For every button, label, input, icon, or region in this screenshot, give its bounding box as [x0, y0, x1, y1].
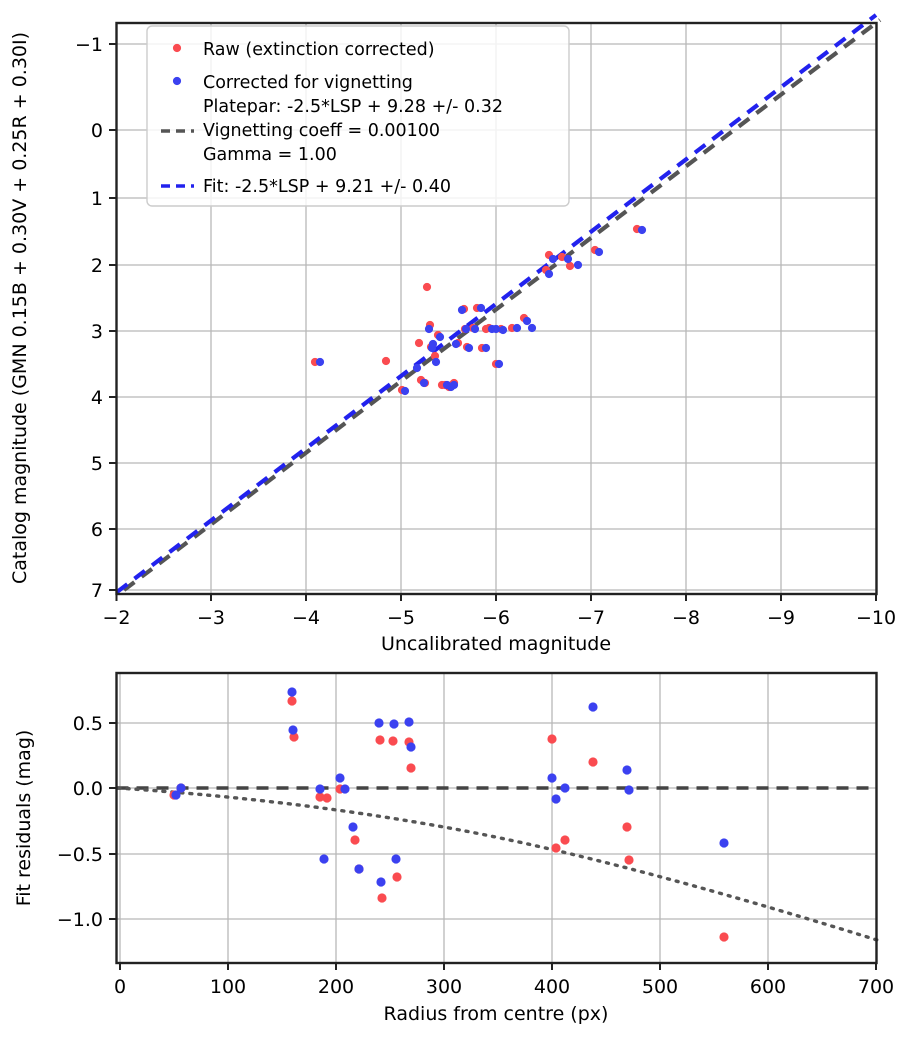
- y-tick-label: 0.5: [73, 713, 103, 735]
- bottom-panel-ylabel: Fit residuals (mag): [13, 730, 35, 907]
- x-tick-label: 500: [642, 976, 678, 998]
- y-tick-label: 6: [91, 519, 103, 541]
- bottom-panel: 0 100 200 300 400 500 600 700 0.5 0.0 −0…: [13, 671, 894, 1025]
- bottom-panel-xlabel: Radius from centre (px): [384, 1003, 609, 1025]
- y-tick-label: −1.0: [57, 909, 103, 931]
- y-tick-label: 7: [91, 580, 103, 602]
- y-tick-label: 1: [91, 188, 103, 210]
- top-panel-x-tickmarks: [115, 594, 877, 601]
- bottom-panel-x-ticklabels: 0 100 200 300 400 500 600 700: [114, 976, 894, 998]
- vignetting-model-curve: [116, 786, 879, 942]
- x-tick-label: 0: [114, 976, 126, 998]
- bottom-panel-corrected-points: [171, 687, 729, 887]
- x-tick-label: −2: [102, 607, 130, 629]
- y-tick-label: 0: [91, 120, 103, 142]
- x-tick-label: 300: [426, 976, 462, 998]
- legend-label-fit: Fit: -2.5*LSP + 9.21 +/- 0.40: [203, 177, 451, 197]
- x-tick-label: −8: [672, 607, 700, 629]
- top-panel-xlabel: Uncalibrated magnitude: [381, 633, 611, 655]
- legend-label-corrected: Corrected for vignetting: [203, 73, 413, 93]
- y-tick-label: −1: [75, 34, 103, 56]
- bottom-panel-horizontal-gridlines: [116, 722, 877, 920]
- y-tick-label: 2: [91, 255, 103, 277]
- fit-line: [115, 13, 878, 594]
- x-tick-label: −3: [197, 607, 225, 629]
- y-tick-label: −0.5: [57, 844, 103, 866]
- x-tick-label: −9: [767, 607, 795, 629]
- legend-label-platepar-2: Vignetting coeff = 0.00100: [203, 121, 440, 141]
- bottom-panel-raw-points: [169, 696, 729, 942]
- legend-label-platepar-3: Gamma = 1.00: [203, 145, 337, 165]
- legend-marker-corrected-icon: [172, 76, 182, 86]
- top-panel-fit-lines: [115, 13, 882, 594]
- y-tick-label: 5: [91, 453, 103, 475]
- top-panel-corrected-points: [315, 225, 647, 396]
- legend[interactable]: Raw (extinction corrected) Corrected for…: [146, 25, 570, 207]
- legend-label-platepar-1: Platepar: -2.5*LSP + 9.28 +/- 0.32: [203, 97, 503, 117]
- bottom-panel-y-tickmarks: [109, 722, 117, 920]
- platepar-line: [122, 18, 882, 592]
- x-tick-label: −4: [292, 607, 320, 629]
- x-tick-label: −7: [577, 607, 605, 629]
- x-tick-label: 100: [210, 976, 246, 998]
- legend-marker-raw-icon: [172, 43, 182, 53]
- top-panel-y-tickmarks: [109, 43, 117, 591]
- x-tick-label: −5: [387, 607, 415, 629]
- bottom-panel-x-tickmarks: [119, 963, 877, 970]
- x-tick-label: 600: [750, 976, 786, 998]
- legend-background: [146, 25, 570, 207]
- x-tick-label: 400: [534, 976, 570, 998]
- top-panel: −2 −3 −4 −5 −6 −7 −8 −9 −10 −1 0 1 2 3 4…: [9, 13, 896, 655]
- x-tick-label: 200: [318, 976, 354, 998]
- y-tick-label: 0.0: [73, 778, 103, 800]
- bottom-panel-y-ticklabels: 0.5 0.0 −0.5 −1.0: [57, 713, 103, 931]
- top-panel-y-ticklabels: −1 0 1 2 3 4 5 6 7: [75, 34, 103, 602]
- top-panel-x-ticklabels: −2 −3 −4 −5 −6 −7 −8 −9 −10: [102, 607, 896, 629]
- legend-label-raw: Raw (extinction corrected): [203, 40, 435, 60]
- x-tick-label: −6: [482, 607, 510, 629]
- y-tick-label: 3: [91, 321, 103, 343]
- x-tick-label: −10: [856, 607, 896, 629]
- x-tick-label: 700: [858, 976, 894, 998]
- y-tick-label: 4: [91, 387, 103, 409]
- top-panel-ylabel: Catalog magnitude (GMN 0.15B + 0.30V + 0…: [9, 32, 31, 584]
